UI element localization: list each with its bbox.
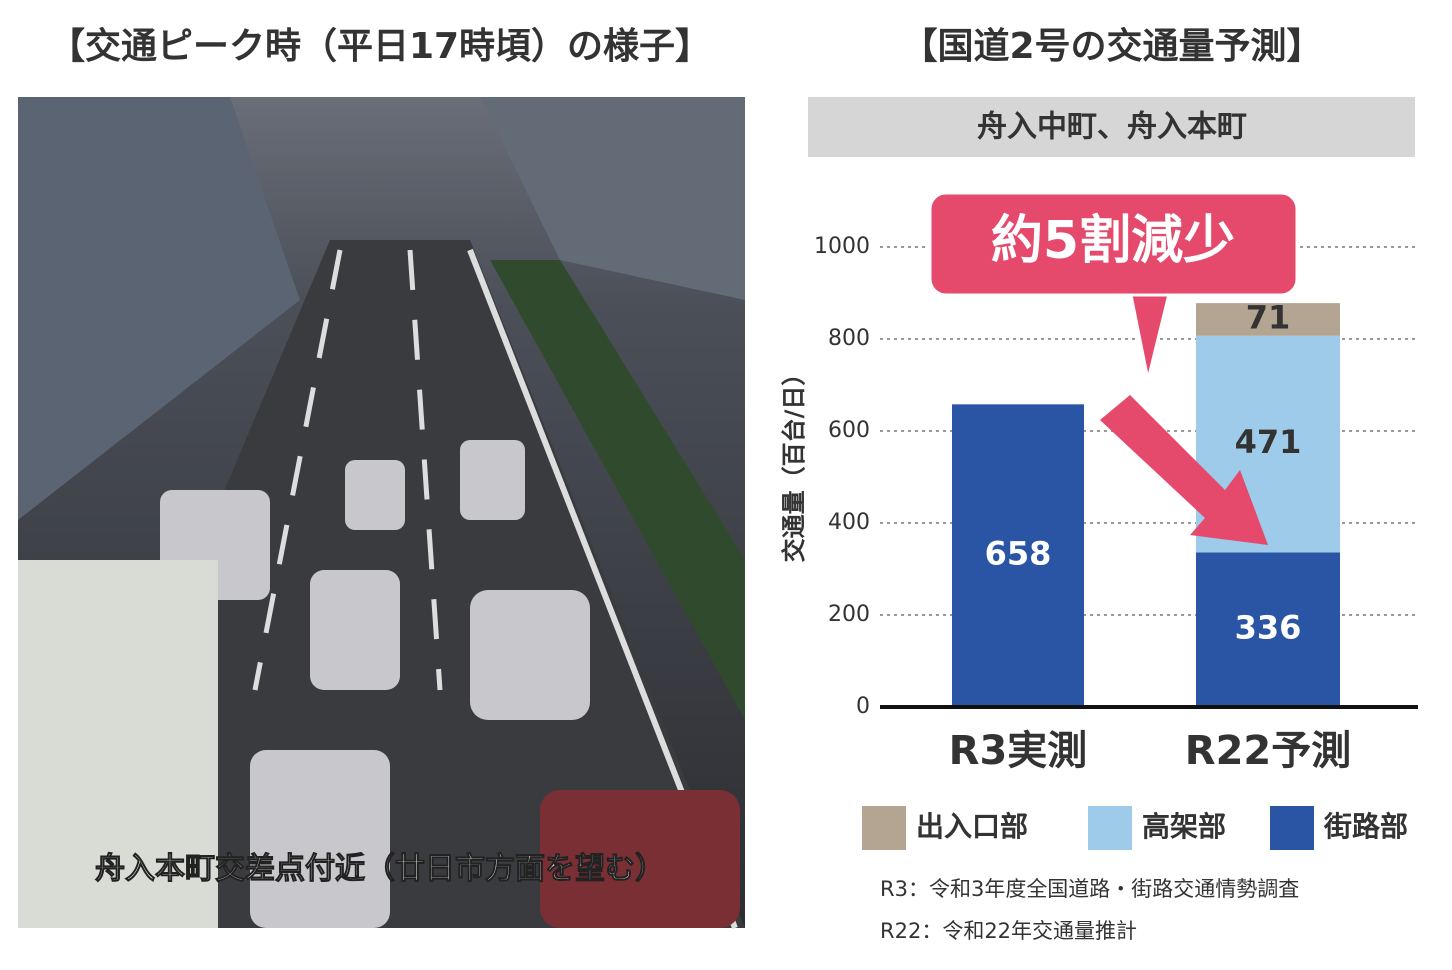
y-tick-label: 1000 xyxy=(814,234,870,259)
legend-swatch xyxy=(1270,806,1314,850)
y-tick-label: 200 xyxy=(828,602,870,627)
chart-title: 【国道2号の交通量予測】 xyxy=(901,25,1322,67)
data-label: 471 xyxy=(1235,423,1302,461)
x-tick-label: R22予測 xyxy=(1185,728,1351,774)
y-axis-label: 交通量（百台/日） xyxy=(780,362,808,563)
note: R3：令和3年度全国道路・街路交通情勢調査 xyxy=(880,877,1299,901)
y-tick-label: 0 xyxy=(856,694,870,719)
plot: 0 200 400 600 800 1000 658 R3実測 336 471 71 R22予測出入口… xyxy=(814,234,1418,850)
legend-label: 出入口部 xyxy=(916,810,1028,843)
legend-swatch xyxy=(862,806,906,850)
photo xyxy=(18,97,745,930)
bar-segment xyxy=(1196,552,1340,707)
y-tick-label: 400 xyxy=(828,510,870,535)
photo-title: 【交通ピーク時（平日17時頃）の様子】 xyxy=(49,25,711,67)
callout xyxy=(928,191,1299,545)
chart-subtitle: 舟入中町、舟入本町 xyxy=(977,110,1247,145)
y-tick-label: 600 xyxy=(828,418,870,443)
photo-caption: 舟入本町交差点付近（廿日市方面を望む） xyxy=(95,852,665,887)
annotation: 約5割減少 xyxy=(991,211,1235,271)
note: R22：令和22年交通量推計 xyxy=(880,919,1137,943)
data-label: 71 xyxy=(1246,298,1291,336)
y-tick-label: 800 xyxy=(828,326,870,351)
legend-swatch xyxy=(1088,806,1132,850)
legend-label: 街路部 xyxy=(1323,810,1408,843)
data-label: 336 xyxy=(1235,609,1302,647)
legend-label: 高架部 xyxy=(1142,810,1226,843)
x-tick-label: R3実測 xyxy=(949,728,1088,774)
subtitle-band xyxy=(808,97,1415,157)
bar-segment xyxy=(1196,303,1340,336)
data-label: 658 xyxy=(985,535,1052,573)
bar-segment xyxy=(952,404,1084,707)
